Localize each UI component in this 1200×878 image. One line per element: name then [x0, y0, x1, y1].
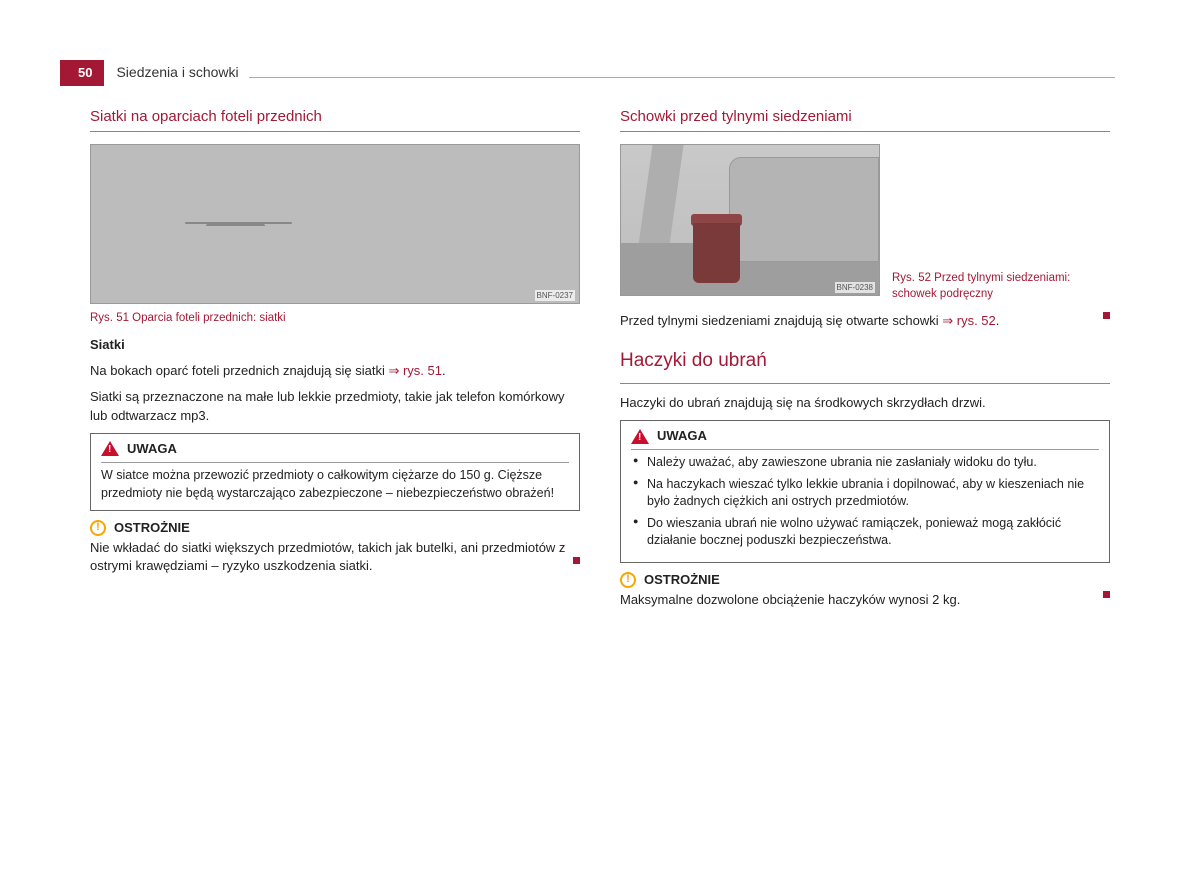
warning-triangle-icon [631, 429, 649, 444]
figure-51-caption: Rys. 51 Oparcia foteli przednich: siatki [90, 310, 580, 326]
warning-triangle-icon [101, 441, 119, 456]
warning-header: UWAGA [101, 440, 569, 463]
caution-text-nets: Nie wkładać do siatki większych przedmio… [90, 539, 580, 575]
caution-circle-icon: ! [620, 572, 636, 588]
paragraph-nets-1: Na bokach oparć foteli przednich znajduj… [90, 362, 580, 380]
header-rule [249, 77, 1115, 78]
warning-box-hooks: UWAGA Należy uważać, aby zawieszone ubra… [620, 420, 1110, 563]
figure-51-code: BNF-0237 [535, 290, 575, 301]
seat-back-shape [206, 224, 265, 226]
caution-text-hooks: Maksymalne dozwolone obciążenie haczyków… [620, 591, 1110, 609]
subheading-nets: Siatki [90, 336, 580, 354]
warning-bullet-list: Należy uważać, aby zawieszone ubrania ni… [631, 454, 1099, 550]
figure-52-caption: Rys. 52 Przed tylnymi siedzeniami: schow… [892, 270, 1110, 302]
caution-header-nets: ! OSTROŻNIE [90, 519, 580, 537]
warning-label: UWAGA [127, 440, 177, 458]
header-title: Siedzenia i schowki [116, 63, 238, 83]
figure-reference-52[interactable]: ⇒ rys. 52 [942, 313, 996, 328]
caution-circle-icon: ! [90, 520, 106, 536]
page-header: 50 Siedzenia i schowki [60, 60, 1115, 86]
section-end-marker [573, 557, 580, 564]
section-end-marker [1103, 312, 1110, 319]
text-fragment: Na bokach oparć foteli przednich znajduj… [90, 363, 388, 378]
seat-cushion-shape [185, 222, 292, 224]
paragraph-nets-2: Siatki są przeznaczone na małe lub lekki… [90, 388, 580, 424]
caution-header-hooks: ! OSTROŻNIE [620, 571, 1110, 589]
warning-header: UWAGA [631, 427, 1099, 450]
warning-box-nets: UWAGA W siatce można przewozić przedmiot… [90, 433, 580, 511]
page: 50 Siedzenia i schowki Siatki na oparcia… [0, 0, 1200, 878]
warning-item: Do wieszania ubrań nie wolno używać rami… [631, 515, 1099, 550]
section-end-marker [1103, 591, 1110, 598]
figure-52: BNF-0238 [620, 144, 880, 296]
figure-52-code: BNF-0238 [835, 282, 875, 293]
warning-text: W siatce można przewozić przedmioty o ca… [101, 467, 569, 502]
text-fragment: . [996, 313, 1000, 328]
rear-bin-shape [693, 223, 739, 283]
text-fragment: Maksymalne dozwolone obciążenie haczyków… [620, 592, 960, 607]
right-column: Schowki przed tylnymi siedzeniami BNF-02… [620, 100, 1110, 617]
text-fragment: Nie wkładać do siatki większych przedmio… [90, 540, 565, 573]
section-rule [620, 383, 1110, 384]
content-columns: Siatki na oparciach foteli przednich BNF… [90, 100, 1110, 617]
text-fragment: . [442, 363, 446, 378]
figure-51: BNF-0237 [90, 144, 580, 304]
page-number: 50 [60, 60, 104, 86]
paragraph-compartments: Przed tylnymi siedzeniami znajdują się o… [620, 312, 1110, 330]
paragraph-hooks: Haczyki do ubrań znajdują się na środkow… [620, 394, 1110, 412]
left-column: Siatki na oparciach foteli przednich BNF… [90, 100, 580, 617]
section-title-hooks: Haczyki do ubrań [620, 348, 1110, 375]
warning-label: UWAGA [657, 427, 707, 445]
section-title-compartments: Schowki przed tylnymi siedzeniami [620, 106, 1110, 132]
warning-item: Na haczykach wieszać tylko lekkie ubrani… [631, 476, 1099, 511]
rear-seat-shape [729, 157, 879, 262]
figure-52-row: BNF-0238 Rys. 52 Przed tylnymi siedzenia… [620, 144, 1110, 302]
caution-label: OSTROŻNIE [114, 519, 190, 537]
section-title-nets: Siatki na oparciach foteli przednich [90, 106, 580, 132]
caution-label: OSTROŻNIE [644, 571, 720, 589]
figure-reference-51[interactable]: ⇒ rys. 51 [388, 363, 442, 378]
warning-item: Należy uważać, aby zawieszone ubrania ni… [631, 454, 1099, 472]
text-fragment: Przed tylnymi siedzeniami znajdują się o… [620, 313, 942, 328]
